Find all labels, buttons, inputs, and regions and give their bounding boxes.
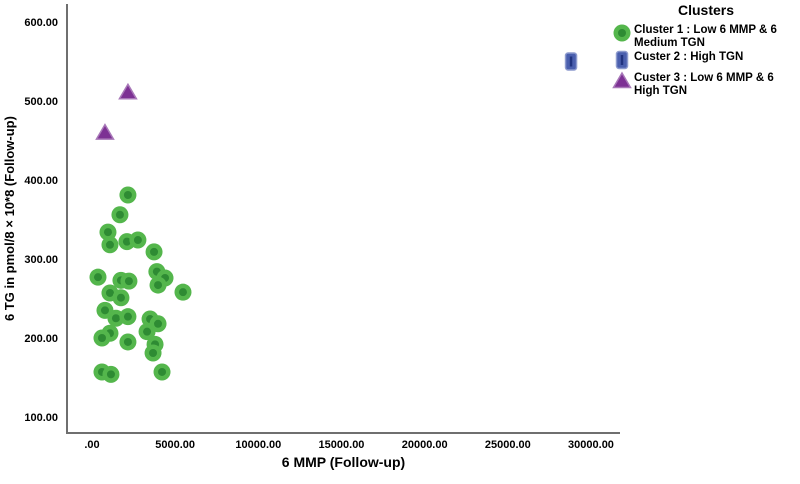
data-point-cluster1-dot [103,228,112,237]
data-point-cluster3 [118,82,138,100]
data-point-cluster1-dot [115,210,124,219]
y-tick-label: 200.00 [24,333,58,345]
cluster3-triangle-icon [612,71,632,89]
data-point-cluster1-dot [178,288,187,297]
data-point-cluster1-dot [106,370,115,379]
y-axis-title: 6 TG in pmol/8×10*8 (Follow-up) [2,116,17,322]
x-tick-label: 10000.00 [235,439,281,451]
cluster2-square-icon [615,50,629,70]
legend-item-cluster3-label: Custer 3 : Low 6 MMP & 6 High TGN [634,72,774,97]
x-tick-label: 20000.00 [402,439,448,451]
y-tick-label: 500.00 [24,96,58,108]
data-point-cluster1-dot [124,277,133,286]
data-point-cluster1-dot [149,349,158,358]
data-point-cluster1-dot [105,288,114,297]
y-tick-label: 100.00 [24,412,58,424]
data-point-cluster1-dot [111,314,120,323]
legend-item-cluster3: Custer 3 : Low 6 MMP & 6 High TGN [612,71,800,97]
data-point-cluster1-dot [133,236,142,245]
data-point-cluster3 [612,71,632,89]
y-tick-label: 300.00 [24,254,58,266]
x-tick-label: 25000.00 [485,439,531,451]
data-point-cluster1-dot [154,281,163,290]
data-point-cluster1-dot [100,306,109,315]
legend-item-cluster2: Custer 2 : High TGN [612,50,800,70]
data-point-cluster1-dot [122,237,131,246]
legend-title: Clusters [677,2,735,18]
data-point-cluster1-dot [150,247,159,256]
data-point-cluster1-dot [123,312,132,321]
data-point-cluster1-dot [105,240,114,249]
legend-item-cluster1-label: Cluster 1 : Low 6 MMP & 6 Medium TGN [634,24,777,49]
legend: Clusters Cluster 1 : Low 6 MMP & 6 Mediu… [612,2,800,98]
y-tick-label: 600.00 [24,17,58,29]
data-point-cluster1-dot [97,334,106,342]
x-tick-label: 15000.00 [319,439,365,451]
data-point-cluster1-dot [158,367,167,376]
x-axis-title: 6 MMP (Follow-up) [281,454,406,470]
data-point-cluster1-dot [154,319,163,328]
data-point-cluster1-dot [618,29,626,37]
cluster1-circle-icon [613,24,631,42]
x-tick-label: 5000.00 [155,439,195,451]
data-point-cluster1-dot [116,293,125,302]
legend-item-cluster2-label: Custer 2 : High TGN [634,51,744,63]
data-point-cluster1-dot [143,327,152,336]
y-tick-label: 400.00 [24,175,58,187]
data-point-cluster1-dot [123,337,132,346]
x-tick-label: .00 [84,439,99,451]
data-point-cluster1-dot [93,273,102,282]
data-point-cluster3 [95,123,115,140]
data-point-cluster1-dot [123,191,132,200]
legend-item-cluster1: Cluster 1 : Low 6 MMP & 6 Medium TGN [612,23,800,49]
x-tick-label: 30000.00 [568,439,614,451]
